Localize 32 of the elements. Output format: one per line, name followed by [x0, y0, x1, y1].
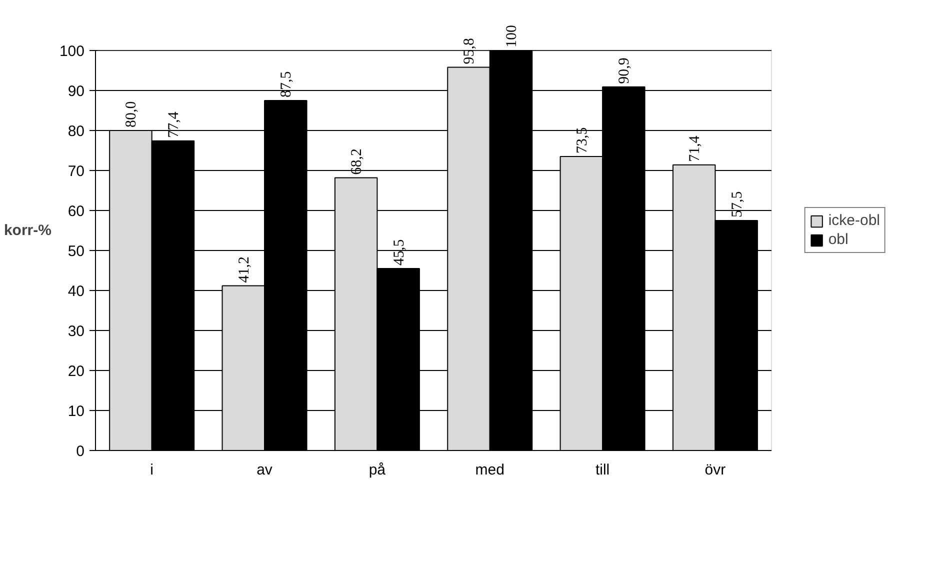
data-label: 95,8	[462, 38, 478, 64]
y-tick-label: 10	[68, 403, 85, 420]
legend-label: obl	[828, 231, 848, 248]
data-label: 71,4	[687, 135, 704, 162]
y-tick-label: 40	[68, 283, 85, 300]
y-tick-label: 100	[59, 43, 85, 60]
y-tick-label: 50	[68, 243, 85, 260]
x-tick-label: övr	[704, 462, 726, 478]
y-tick-label: 60	[68, 203, 85, 220]
y-tick-label: 0	[76, 443, 84, 460]
y-tick-label: 30	[68, 323, 85, 340]
x-tick-label: med	[475, 462, 504, 478]
x-tick-label: i	[150, 462, 154, 478]
y-axis-title: korr-%	[4, 222, 52, 239]
x-tick-label: på	[368, 462, 386, 478]
y-tick-label: 20	[68, 363, 85, 380]
y-tick-label: 70	[68, 163, 85, 180]
data-label: 90,9	[616, 58, 633, 84]
data-label: 41,2	[236, 256, 252, 283]
data-label: 77,4	[166, 111, 182, 138]
y-tick-label: 80	[68, 123, 85, 140]
data-label: 73,5	[574, 127, 590, 154]
data-label: 87,5	[278, 71, 295, 98]
data-label: 57,5	[729, 191, 746, 218]
y-tick-label: 90	[68, 83, 85, 100]
data-label: 45,5	[391, 239, 408, 266]
data-label: 68,2	[349, 148, 366, 175]
x-tick-label: till	[595, 462, 610, 478]
legend-label: icke-obl	[828, 212, 880, 229]
x-tick-label: av	[256, 462, 273, 478]
data-label: 100	[504, 25, 520, 48]
data-label: 80,0	[124, 101, 140, 128]
